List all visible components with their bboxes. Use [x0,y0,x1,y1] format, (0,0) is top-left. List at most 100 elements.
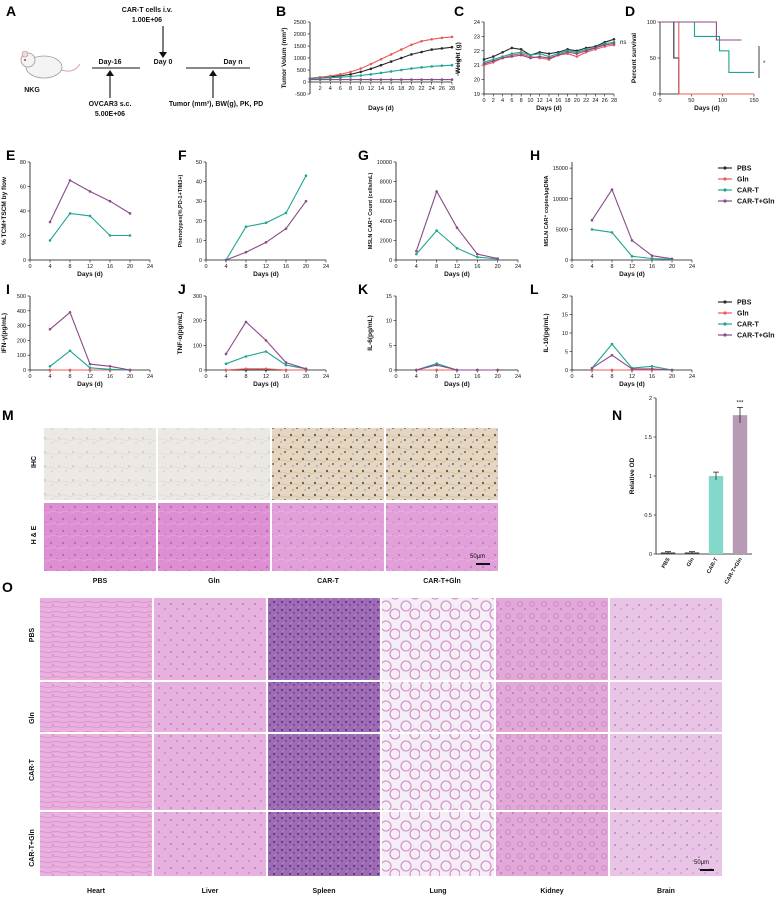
d-x-tick-label: 150 [749,98,758,104]
chart-l-il10: 0 5 10 15 20 IL-10(pg/mL) 0 4 8 12 16 20 24 Days (d) [543,294,695,388]
g-y-tick-label: 2000 [380,238,392,244]
n-y-tick-label: 2 [649,396,652,402]
b-point-gln [389,53,393,56]
b-x-tick-label: 2 [319,86,322,92]
l-point-car-t [650,365,654,368]
b-point-pbs [399,56,403,60]
j-point-gln [244,367,248,371]
b-point-car-t [450,63,454,67]
g-y-tick-label: 0 [389,258,392,264]
i-x-tick-label: 12 [87,374,93,380]
n-y-tick-label: 1 [649,474,652,480]
b-point-gln [399,48,403,51]
car-t-injection-label: CAR-T cells i.v. [122,7,172,14]
i-x-tick-label: 8 [68,374,71,380]
c-y-tick-label: 21 [474,63,480,69]
b-x-tick-label: 24 [429,86,435,92]
legend-top-marker-pbs [723,166,727,170]
h-point-car-t [590,228,594,231]
legend-bottom-marker-gln [723,311,727,315]
j-point-car-t-gln [264,339,268,342]
o-tile-car-t-gln-kidney [496,812,608,876]
o-col-label-kidney: Kidney [540,888,563,895]
c-y-axis-label: Weight (g) [455,42,462,74]
n-bar-2 [708,476,724,554]
panel-letter-b: B [276,3,286,19]
k-point-car-t-gln [435,363,438,367]
panel-letter-g: G [358,147,369,163]
car-t-arrowhead [159,52,167,58]
b-point-car-t-gln [308,78,312,81]
l-x-tick-label: 4 [590,374,593,380]
b-point-gln [410,43,413,47]
mouse-label: NKG [24,87,40,94]
b-point-pbs [410,53,413,56]
b-point-gln [349,70,352,74]
b-point-pbs [440,47,444,50]
legend-upper: PBS Gln CAR-T CAR-T+Gln [718,166,775,206]
c-point-car-t-gln [556,53,560,57]
n-y-tick-label: 0 [649,552,652,558]
e-x-tick-label: 12 [87,264,93,270]
n-category-label-3: CAR-T+Gln [724,556,744,585]
tumor-dose: 5.00E+06 [95,111,125,118]
f-x-tick-label: 0 [204,264,207,270]
d-series-line-car-t [660,21,754,73]
c-point-car-t-gln [510,55,514,58]
c-x-tick-label: 2 [492,98,495,104]
c-point-car-t [529,53,532,57]
car-t-dose: 1.00E+06 [132,17,162,24]
l-series-line-car-t [591,343,673,371]
c-point-pbs [519,48,523,51]
h-x-tick-label: 4 [590,264,593,270]
g-point-car-t-gln [435,190,438,193]
m-row-label-ihc: IHC [31,456,38,468]
f-point-car-t [304,174,308,178]
o-tile-pbs-liver [154,598,266,680]
i-point-car-t-gln [88,362,92,366]
b-x-tick-label: 10 [358,86,364,92]
legend-top-marker-car-t [723,188,727,192]
c-x-tick-label: 0 [482,98,485,104]
e-point-car-t-gln [88,190,92,193]
n-category-label-2: CAR-T [706,556,720,574]
f-y-tick-label: 40 [196,180,202,186]
legend-bottom-marker-car-t [723,322,727,326]
e-y-tick-label: 0 [23,258,26,264]
j-x-axis-label: Days (d) [253,381,279,388]
f-series-line-car-t-gln [225,200,307,261]
b-point-car-t-gln [410,78,413,81]
d-x-tick-label: 50 [688,98,694,104]
g-y-tick-label: 4000 [380,219,392,225]
o-row-label-gln: Gln [29,712,36,724]
m-ihc-gln [158,428,270,500]
legend-bottom-label-car-t: CAR-T [737,322,759,329]
l-x-tick-label: 24 [689,374,695,380]
c-point-car-t [538,52,542,55]
i-point-gln [48,368,52,372]
b-x-tick-label: 26 [439,86,445,92]
j-series-line-car-t-gln [225,321,307,370]
h-x-axis-label: Days (d) [619,271,645,278]
b-y-tick-label: 500 [297,68,306,74]
i-point-gln [88,368,92,372]
i-series-line-car-t-gln [49,311,131,371]
panel-letter-e: E [6,147,15,163]
d-y-tick-label: 50 [650,56,656,62]
c-point-pbs [612,37,616,41]
b-point-car-t-gln [450,78,454,81]
b-point-pbs [379,63,383,67]
j-series-line-car-t [225,350,307,370]
c-point-car-t [510,52,514,55]
c-x-tick-label: 26 [602,98,608,104]
h-x-tick-label: 8 [610,264,613,270]
l-point-car-t-gln [610,353,614,357]
i-y-axis-label: IFN-γ(pg/mL) [1,313,8,353]
h-y-tick-label: 0 [565,258,568,264]
e-point-car-t [48,239,52,242]
b-y-tick-label: -500 [295,92,306,98]
f-y-tick-label: 10 [196,238,202,244]
c-point-car-t-gln [538,55,542,58]
i-point-gln [68,368,72,372]
legend-top-label-car-t: CAR-T [737,188,759,195]
